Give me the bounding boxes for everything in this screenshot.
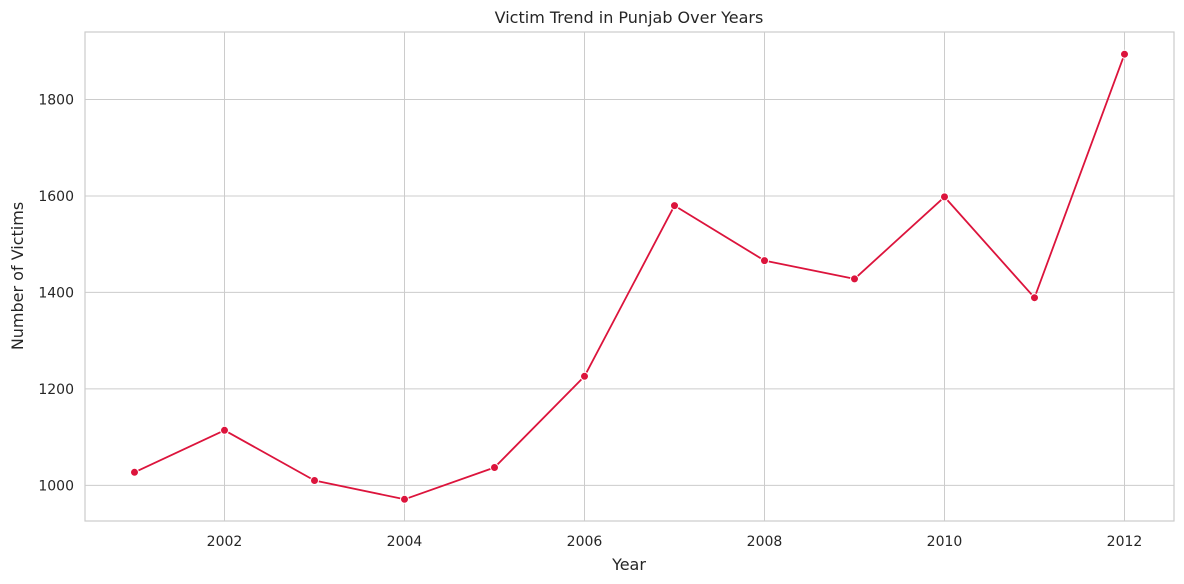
x-tick-label: 2008 — [747, 534, 783, 550]
y-tick-label: 1800 — [38, 93, 74, 109]
series-line — [134, 53, 1126, 501]
x-tick-labels: 2002 2004 2006 2008 2010 2012 — [207, 534, 1143, 550]
data-point — [490, 463, 499, 472]
data-point — [1120, 49, 1129, 59]
x-tick-label: 2004 — [387, 534, 423, 550]
y-tick-labels: 1000 1200 1400 1600 1800 — [38, 93, 74, 495]
grid — [85, 32, 1174, 521]
plot-frame — [84, 31, 1175, 522]
x-tick-label: 2010 — [927, 534, 963, 550]
data-point — [580, 371, 589, 381]
y-axis-title: Number of Victims — [8, 202, 27, 350]
series-layer — [130, 49, 1129, 504]
x-tick-label: 2012 — [1107, 534, 1143, 550]
data-point — [130, 467, 139, 477]
data-point — [670, 201, 679, 211]
data-point — [220, 425, 229, 435]
data-point — [850, 274, 859, 284]
data-point — [400, 494, 409, 504]
data-point — [760, 256, 769, 266]
y-tick-label: 1400 — [38, 285, 74, 301]
chart-title: Victim Trend in Punjab Over Years — [495, 8, 764, 27]
y-tick-label: 1200 — [38, 382, 74, 398]
x-axis-title: Year — [611, 555, 646, 574]
x-tick-label: 2002 — [207, 534, 243, 550]
data-point — [310, 476, 319, 485]
y-tick-label: 1600 — [38, 189, 74, 205]
data-point — [940, 192, 949, 202]
data-point — [1030, 293, 1039, 303]
y-tick-label: 1000 — [38, 478, 74, 494]
x-tick-label: 2006 — [567, 534, 603, 550]
